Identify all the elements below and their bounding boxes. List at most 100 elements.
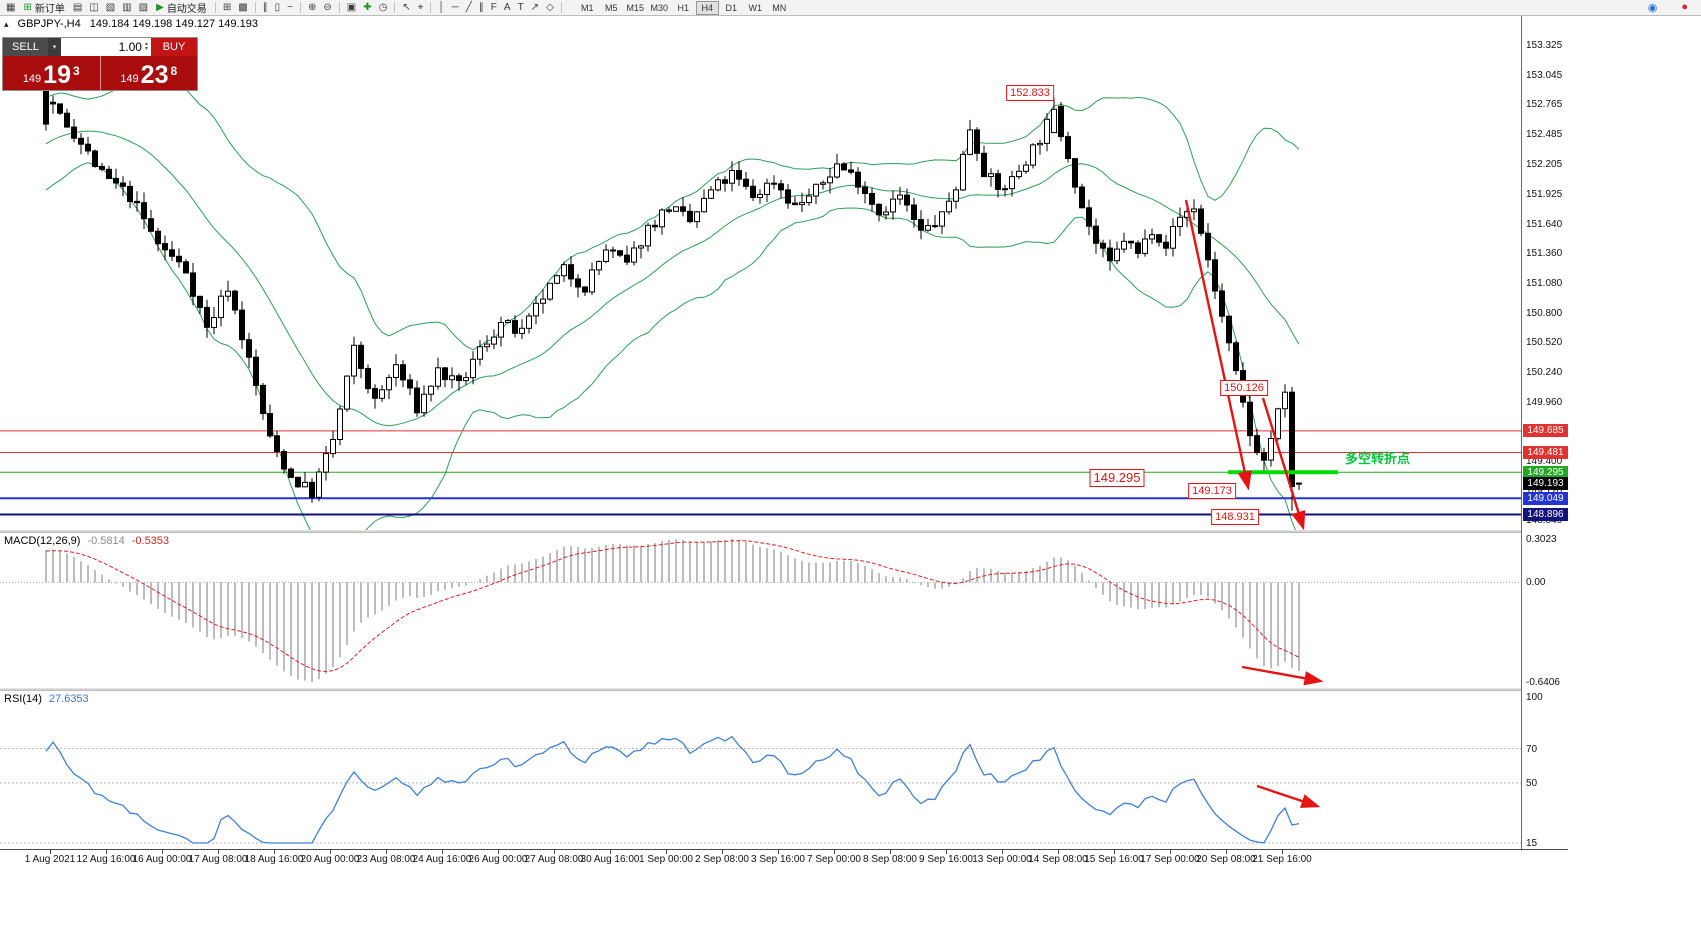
candles-style-icon-glyph: ▯ [274,1,281,13]
time-label: 21 Sep 16:00 [1252,854,1312,865]
chart-window-icon[interactable]: ▦ [3,1,18,15]
price-callout[interactable]: 149.173 [1188,483,1236,499]
arrows-icon[interactable]: ↗ [528,1,542,15]
data-window-icon[interactable]: ◫ [86,1,101,15]
panel-splitter[interactable] [0,688,1568,691]
community-icon[interactable]: ◉ [1647,2,1658,14]
price-scale-label: 153.325 [1526,40,1563,51]
crosshair-icon[interactable]: ⌖ [415,1,427,15]
price-callout[interactable]: 148.931 [1211,509,1259,525]
timeframe-mn[interactable]: MN [772,2,787,13]
shapes-icon[interactable]: ◇ [543,1,557,15]
toolbar-separator [430,2,432,13]
price-scale-label: 151.360 [1526,248,1563,259]
price-callout[interactable]: 152.833 [1006,85,1054,101]
horizontal-line-icon-glyph: ─ [451,1,459,13]
time-label: 17 Aug 08:00 [188,854,248,865]
terminal-icon[interactable]: ▥ [119,1,134,15]
auto-trading-button[interactable]: ▶ 自动交易 [152,0,211,15]
candles-style-icon[interactable]: ▯ [272,1,284,15]
turning-point-note[interactable]: 多空转折点 [1345,451,1411,466]
time-label: 3 Sep 16:00 [751,854,805,865]
price-callout[interactable]: 149.295 [1089,469,1145,487]
horizontal-level-lines[interactable] [0,430,1521,516]
trendline-icon[interactable]: ╱ [463,1,475,15]
indicators-icon[interactable]: ✚ [360,1,374,15]
alerts-icon[interactable]: ● [1681,1,1688,13]
sell-price-button[interactable]: 149 19 3 [22,61,80,89]
price-scale-label: 152.205 [1526,159,1563,170]
time-label: 2 Sep 08:00 [695,854,749,865]
time-tick [386,850,387,854]
macd-main-value: -0.5814 [87,535,125,547]
chart-menu-icon[interactable]: ▴ [4,18,9,29]
rsi-trend-arrow[interactable] [1256,784,1321,808]
price-chart-panel[interactable] [0,16,1521,530]
strategy-tester-icon[interactable]: ▨ [136,1,151,15]
navigator-icon[interactable]: ▧ [103,1,118,15]
time-tick [1226,850,1227,854]
market-watch-icon-glyph: ▤ [72,1,83,13]
price-scale-label: 151.925 [1526,189,1563,200]
fibonacci-icon[interactable]: F [488,1,500,15]
zoom-out-icon[interactable]: ⊖ [320,1,334,15]
timeframe-h1[interactable]: H1 [677,2,690,13]
bars-style-icon[interactable]: ∥ [260,1,271,15]
text-icon-glyph: A [503,1,511,13]
trend-arrow[interactable] [1184,199,1252,491]
volume-input[interactable]: 1.00 ▴ ▾ [61,38,151,56]
timeframe-d1[interactable]: D1 [725,2,738,13]
time-axis[interactable]: 1 Aug 2021 12 Aug 16:00 16 Aug 00:00 17 Aug… [0,849,1568,866]
price-callout[interactable]: 150.126 [1220,380,1268,396]
price-scale-label: 149.400 [1526,456,1563,467]
label-icon[interactable]: T [515,1,527,15]
time-tick [330,850,331,854]
main-toolbar: ▦ ⊞ 新订单 ▤ ◫ ▧ ▥ ▨ ▶ 自动交易 ⊞ ▩ ∥ ▯ ~ ⊕ ⊖ ▣ ✚ ◷ ↖ ⌖ │ ─ ╱ ∥ F A T ↗ ◇ M1 M5… [0,0,1701,16]
volume-spinner[interactable]: ▴ ▾ [144,41,148,52]
time-label: 9 Sep 16:00 [919,854,973,865]
timeframe-m1[interactable]: M1 [581,2,594,13]
support-badge: 149.049 [1523,492,1568,505]
toolbar-separator [214,2,216,13]
channel-icon[interactable]: ∥ [476,1,487,15]
time-tick [1170,850,1171,854]
trendline-icon-glyph: ╱ [465,1,472,13]
timeframe-h4[interactable]: H4 [695,0,719,15]
support-badge: 148.896 [1523,508,1568,521]
order-type-dropdown[interactable]: ▾ [48,38,61,56]
new-chart-icon-glyph: ⊞ [222,1,232,13]
time-label: 18 Aug 16:00 [244,854,304,865]
buy-price-button[interactable]: 149 23 8 [120,61,178,89]
vertical-line-icon[interactable]: │ [435,1,447,15]
rsi-panel[interactable] [0,691,1521,849]
cursor-icon[interactable]: ↖ [399,1,413,15]
toolbar-separator [300,2,302,13]
new-chart-icon[interactable]: ⊞ [220,1,234,15]
chart-window: 153.325 153.045 152.765 152.485 152.205 151.9… [0,16,1568,866]
macd-panel[interactable] [0,533,1521,688]
sell-button[interactable]: SELL [3,38,48,56]
indicators-icon-glyph: ✚ [363,1,372,13]
timeframe-m5[interactable]: M5 [605,2,618,13]
timeframe-m15[interactable]: M15 [626,2,645,13]
trend-arrow[interactable] [1261,397,1306,530]
time-tick [778,850,779,854]
macd-histogram [45,539,1300,682]
horizontal-line-icon[interactable]: ─ [449,1,462,15]
macd-trend-arrow[interactable] [1241,665,1324,686]
timeframe-m30[interactable]: M30 [650,2,669,13]
timeframe-w1[interactable]: W1 [748,2,763,13]
text-icon[interactable]: A [501,1,514,15]
new-order-button[interactable]: ⊞ 新订单 [19,0,68,15]
tile-windows-icon[interactable]: ▣ [344,1,359,15]
clock-icon[interactable]: ◷ [376,1,391,15]
zoom-in-icon[interactable]: ⊕ [305,1,319,15]
market-watch-icon[interactable]: ▤ [70,1,85,15]
time-tick [1058,850,1059,854]
profiles-icon[interactable]: ▩ [235,1,250,15]
panel-splitter[interactable] [0,530,1568,533]
line-style-icon[interactable]: ~ [284,1,296,15]
buy-button[interactable]: BUY [151,38,197,56]
new-order-button-label: 新订单 [34,4,65,15]
price-scale[interactable]: 153.325 153.045 152.765 152.485 152.205 151.9… [1521,16,1568,849]
